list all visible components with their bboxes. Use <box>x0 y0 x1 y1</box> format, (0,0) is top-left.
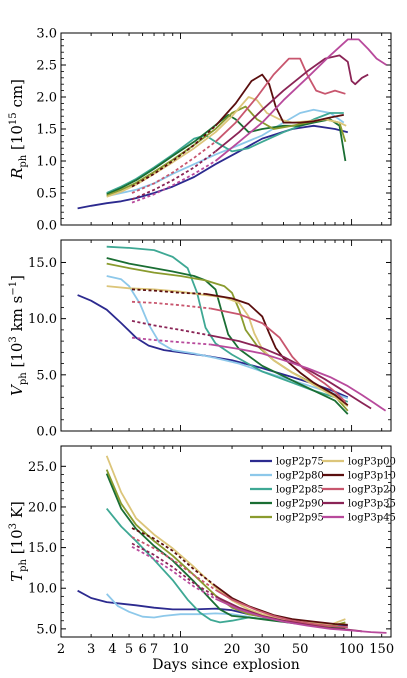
series-line-logP3p10-early <box>131 288 206 295</box>
y-axis-label: Vph [103 km s−1] <box>8 275 29 396</box>
y-tick-label: 3.0 <box>36 27 57 42</box>
y-tick-label: 10.0 <box>28 312 57 327</box>
x-tick-label: 50 <box>292 642 309 657</box>
series-line-logP3p20 <box>210 307 347 403</box>
series-line-logP3p10 <box>205 293 349 406</box>
y-tick-label: 15.0 <box>28 256 57 271</box>
series-line-logP3p35-early <box>131 542 216 598</box>
y-tick-label: 15.0 <box>28 541 57 556</box>
temperature-panel: 5.0 10.0 15.0 20.0 25.0 2 3 4 5 6 7 10 20 30 50 100 150 T… <box>8 445 396 657</box>
series-line-logP3p10 <box>214 73 344 127</box>
y-axis-label: Rph [1015 cm] <box>8 79 29 180</box>
y-tick-label: 2.0 <box>36 91 57 106</box>
y-tick-label: 25.0 <box>28 460 57 475</box>
x-tick-label: 7 <box>150 642 158 657</box>
series-line-logP2p80 <box>106 275 349 400</box>
series-line-logP3p10-early <box>131 527 217 587</box>
x-tick-label: 2 <box>57 642 65 657</box>
y-tick-label: 0.5 <box>36 187 57 202</box>
series-line-logP3p20 <box>215 589 348 629</box>
series-line-logP2p85 <box>106 508 348 631</box>
series-line-logP3p45 <box>215 597 387 634</box>
y-axis-label: Tph [103 K] <box>8 501 29 582</box>
y-tick-label: 1.0 <box>36 155 57 170</box>
legend-label-logP2p95: logP2p95 <box>276 513 324 524</box>
legend-label-logP3p00: logP3p00 <box>348 457 396 468</box>
x-tick-label: 4 <box>108 642 116 657</box>
x-tick-label: 10 <box>172 642 189 657</box>
x-tick-label: 150 <box>369 642 394 657</box>
radius-panel: 0.0 0.5 1.0 1.5 2.0 2.5 3.0 Rph [1015 cm] <box>8 27 392 234</box>
series-line-logP3p10-early <box>131 125 217 188</box>
x-tick-label: 20 <box>224 642 241 657</box>
legend-label-logP2p80: logP2p80 <box>276 471 324 482</box>
series-line-logP2p75 <box>77 124 349 210</box>
series-line-logP2p80 <box>106 108 345 198</box>
series-line-logP2p90 <box>105 473 346 629</box>
series-line-logP3p00 <box>106 285 349 408</box>
y-tick-label: 10.0 <box>28 582 57 597</box>
x-tick-label: 30 <box>254 642 271 657</box>
y-tick-label: 5.0 <box>36 622 57 637</box>
series-line-logP3p45-early <box>131 336 211 346</box>
series-line-logP3p35-early <box>131 150 217 201</box>
series-line-logP3p35 <box>214 54 369 153</box>
plot-frame <box>60 445 392 638</box>
legend-label-logP2p85: logP2p85 <box>276 485 324 496</box>
series-line-logP3p20-early <box>131 300 211 310</box>
legend: logP2p75 logP3p00 logP2p80 logP3p10 logP2p85… <box>250 457 396 524</box>
series-line-logP3p00 <box>106 96 347 198</box>
series-line-logP3p20 <box>214 57 346 143</box>
plot-frame <box>60 239 392 432</box>
series-line-logP3p35-early <box>131 320 211 337</box>
x-tick-label: 5 <box>125 642 133 657</box>
y-tick-label: 0.0 <box>36 425 57 440</box>
legend-label-logP2p75: logP2p75 <box>276 457 324 468</box>
x-tick-label: 6 <box>138 642 146 657</box>
series-line-logP3p20-early <box>131 141 217 194</box>
series-line-logP2p90 <box>106 257 349 415</box>
legend-label-logP2p90: logP2p90 <box>276 499 324 510</box>
series-line-logP3p20-early <box>131 536 217 591</box>
series-line-logP3p45 <box>210 343 387 412</box>
series-line-logP2p90 <box>106 114 347 196</box>
y-tick-label: 1.5 <box>36 123 57 138</box>
series-line-logP3p45-early <box>131 546 216 600</box>
y-tick-label: 2.5 <box>36 59 57 74</box>
y-tick-label: 5.0 <box>36 368 57 383</box>
legend-label-logP3p35: logP3p35 <box>348 499 396 510</box>
series-line-logP3p45-early <box>131 160 216 204</box>
x-tick-label: 3 <box>87 642 95 657</box>
legend-label-logP3p20: logP3p20 <box>348 485 396 496</box>
velocity-panel: 0.0 5.0 10.0 15.0 Vph [103 km s−1] <box>8 239 392 440</box>
x-tick-label: 100 <box>339 642 364 657</box>
series-line-logP3p45 <box>214 38 387 162</box>
legend-label-logP3p10: logP3p10 <box>348 471 396 482</box>
y-tick-label: 20.0 <box>28 500 57 515</box>
legend-label-logP3p45: logP3p45 <box>348 513 396 524</box>
series-line-logP3p35 <box>210 334 372 410</box>
y-tick-label: 0.0 <box>36 219 57 234</box>
x-axis-label: Days since explosion <box>152 657 300 673</box>
